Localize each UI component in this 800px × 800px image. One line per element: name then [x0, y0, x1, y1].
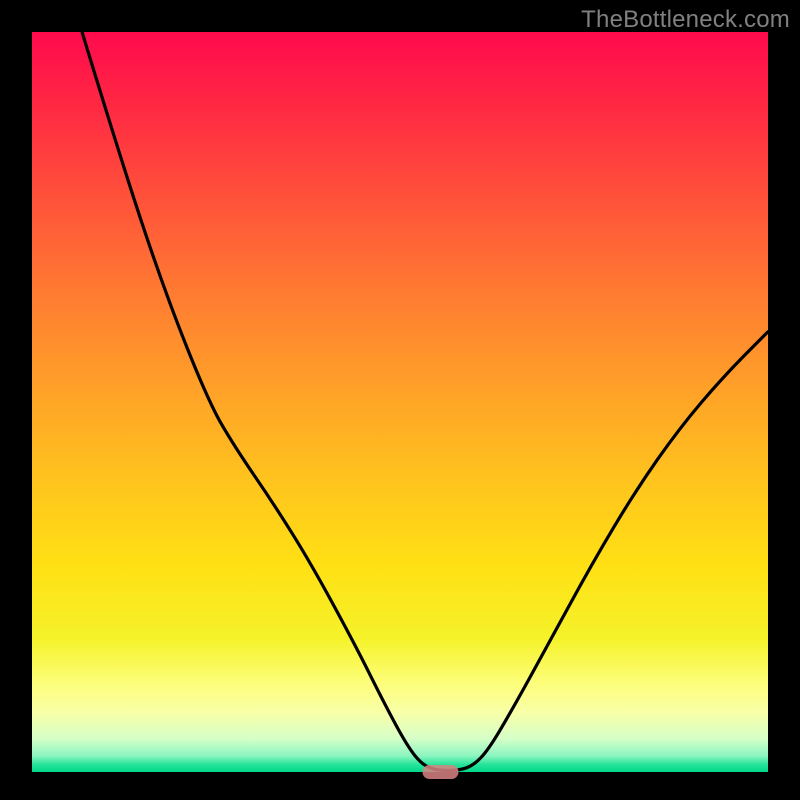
bottleneck-chart: TheBottleneck.com [0, 0, 800, 800]
plot-gradient-background [32, 32, 768, 772]
optimal-marker [422, 765, 458, 779]
chart-svg [0, 0, 800, 800]
